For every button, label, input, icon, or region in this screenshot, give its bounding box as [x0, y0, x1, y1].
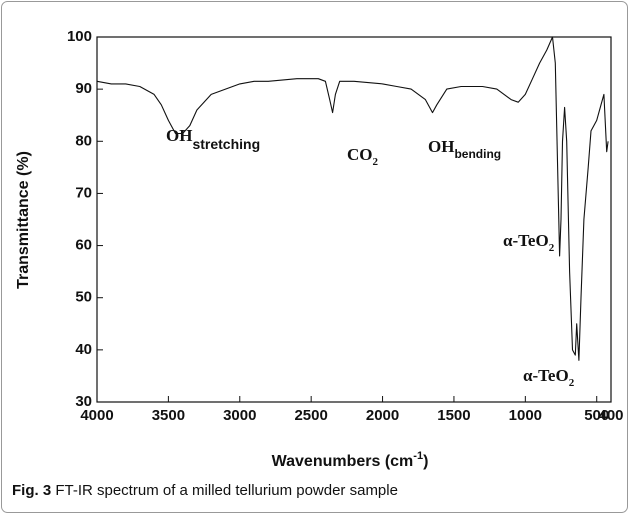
- y-tick-label: 40: [75, 341, 92, 358]
- annotation-text: CO: [347, 145, 373, 164]
- annotation-text: α-TeO: [523, 366, 569, 385]
- caption-text: FT-IR spectrum of a milled tellurium pow…: [51, 482, 398, 499]
- y-tick-label: 50: [75, 289, 92, 306]
- annotation-sub: 2: [549, 242, 555, 254]
- plot-frame: [96, 36, 612, 403]
- spectrum-line: [96, 36, 609, 361]
- x-label-part: ): [423, 453, 428, 470]
- caption: Fig. 3 FT-IR spectrum of a milled tellur…: [12, 482, 398, 499]
- y-tick-label: 30: [75, 393, 92, 410]
- annotation-text: OH: [166, 126, 192, 145]
- y-tick-label: 80: [75, 132, 92, 149]
- y-axis-label: Transmittance (%): [15, 151, 32, 289]
- y-tick-label: 60: [75, 237, 92, 254]
- annotation: α-TeO2: [503, 231, 555, 254]
- annotation-sub: 2: [373, 156, 379, 168]
- y-tick-label: 90: [75, 80, 92, 97]
- x-tick-label: 1000: [509, 407, 542, 424]
- x-axis-label: Wavenumbers (cm-1): [272, 450, 429, 470]
- annotation-text: α-TeO: [503, 231, 549, 250]
- caption-label: Fig. 3: [12, 482, 51, 499]
- annotation-sub: stretching: [192, 136, 260, 152]
- annotation-sub: 2: [569, 377, 575, 389]
- y-tick-label: 70: [75, 184, 92, 201]
- x-tick-label: 3500: [152, 407, 185, 424]
- x-tick-label: 2500: [294, 407, 327, 424]
- x-tick-label: 1500: [437, 407, 470, 424]
- annotation-sub: bending: [454, 147, 501, 161]
- x-label-part: Wavenumbers (cm: [272, 453, 414, 470]
- annotation-text: OH: [428, 137, 454, 156]
- y-tick-label: 100: [67, 28, 92, 45]
- x-tick-label: 400: [598, 407, 623, 424]
- x-tick-label: 4000: [80, 407, 113, 424]
- x-tick-label: 500: [584, 407, 609, 424]
- x-tick-label: 3000: [223, 407, 256, 424]
- x-label-sup: -1: [413, 450, 423, 462]
- x-tick-label: 2000: [366, 407, 399, 424]
- annotation: OHstretching: [166, 126, 260, 152]
- annotation: α-TeO2: [523, 366, 575, 389]
- annotation: CO2: [347, 145, 379, 168]
- annotation: OHbending: [428, 137, 501, 161]
